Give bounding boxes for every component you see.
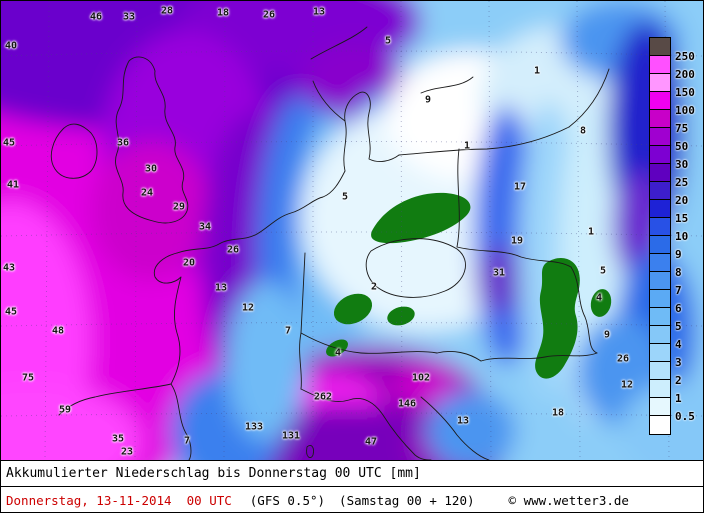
legend-color-swatch <box>649 91 671 111</box>
legend-color-swatch <box>649 199 671 219</box>
legend-label: 10 <box>675 230 689 243</box>
legend-label: 200 <box>675 68 695 81</box>
legend-entry: 9 <box>649 235 703 261</box>
legend-label: 50 <box>675 140 689 153</box>
legend-label: 4 <box>675 338 682 351</box>
legend-entry: 75 <box>649 109 703 135</box>
legend-color-swatch <box>649 235 671 255</box>
legend-entry: 4 <box>649 325 703 351</box>
legend-entry: 250 <box>649 37 703 63</box>
legend-entry: 150 <box>649 73 703 99</box>
legend-color-swatch <box>649 217 671 237</box>
legend-entry: 0.5 <box>649 397 703 423</box>
legend-label: 5 <box>675 320 682 333</box>
caption-meta: Donnerstag, 13-11-2014 00 UTC (GFS 0.5°)… <box>1 487 703 512</box>
legend-label: 3 <box>675 356 682 369</box>
legend: 250 200 150 100 75 50 30 25 20 15 10 9 8 7 6 5 4 3 2 1 0.5 <box>649 37 703 435</box>
legend-entry <box>649 415 703 435</box>
legend-entry: 20 <box>649 181 703 207</box>
legend-color-swatch <box>649 163 671 183</box>
legend-label: 250 <box>675 50 695 63</box>
legend-color-swatch <box>649 307 671 327</box>
legend-label: 15 <box>675 212 689 225</box>
legend-color-swatch <box>649 145 671 165</box>
legend-label: 8 <box>675 266 682 279</box>
green-highland-areas <box>326 192 612 379</box>
legend-color-swatch <box>649 109 671 129</box>
legend-label: 30 <box>675 158 689 171</box>
legend-color-swatch <box>649 361 671 381</box>
legend-label: 2 <box>675 374 682 387</box>
legend-color-swatch <box>649 127 671 147</box>
legend-color-swatch <box>649 415 671 435</box>
legend-label: 0.5 <box>675 410 695 423</box>
legend-label: 7 <box>675 284 682 297</box>
legend-color-swatch <box>649 73 671 93</box>
legend-entry: 5 <box>649 307 703 333</box>
legend-label: 6 <box>675 302 682 315</box>
legend-color-swatch <box>649 289 671 309</box>
legend-color-swatch <box>649 37 671 57</box>
map-area: 40 46 33 28 18 26 13 5 9 1 8 45 41 43 45 48 75 59 35 23 36 30… <box>1 1 703 460</box>
legend-entry: 7 <box>649 271 703 297</box>
coastlines-borders <box>50 26 610 460</box>
legend-entry: 3 <box>649 343 703 369</box>
legend-label: 150 <box>675 86 695 99</box>
precipitation-map <box>1 1 703 460</box>
legend-color-swatch <box>649 325 671 345</box>
legend-color-swatch <box>649 397 671 417</box>
run-info-label: (Samstag 00 + 120) <box>339 492 475 508</box>
legend-label: 25 <box>675 176 689 189</box>
legend-entry: 200 <box>649 55 703 81</box>
legend-label: 9 <box>675 248 682 261</box>
legend-color-swatch <box>649 343 671 363</box>
precipitation-field <box>1 1 703 460</box>
legend-entry: 1 <box>649 379 703 405</box>
legend-entry: 25 <box>649 163 703 189</box>
caption-bar: Akkumulierter Niederschlag bis Donnersta… <box>1 460 703 512</box>
legend-color-swatch <box>649 181 671 201</box>
legend-label: 1 <box>675 392 682 405</box>
legend-entry: 8 <box>649 253 703 279</box>
legend-entry: 2 <box>649 361 703 387</box>
legend-entry: 30 <box>649 145 703 171</box>
legend-entry: 6 <box>649 289 703 315</box>
model-label: (GFS 0.5°) <box>249 492 326 508</box>
map-title: Akkumulierter Niederschlag bis Donnersta… <box>1 461 703 487</box>
legend-label: 100 <box>675 104 695 117</box>
legend-entry: 15 <box>649 199 703 225</box>
legend-label: 20 <box>675 194 689 207</box>
valid-datetime: Donnerstag, 13-11-2014 00 UTC <box>6 492 232 508</box>
legend-entry: 10 <box>649 217 703 243</box>
legend-color-swatch <box>649 271 671 291</box>
legend-color-swatch <box>649 253 671 273</box>
legend-label: 75 <box>675 122 689 135</box>
legend-entry: 50 <box>649 127 703 153</box>
legend-color-swatch <box>649 379 671 399</box>
legend-color-swatch <box>649 55 671 75</box>
legend-entry: 100 <box>649 91 703 117</box>
copyright: © www.wetter3.de <box>508 492 629 508</box>
